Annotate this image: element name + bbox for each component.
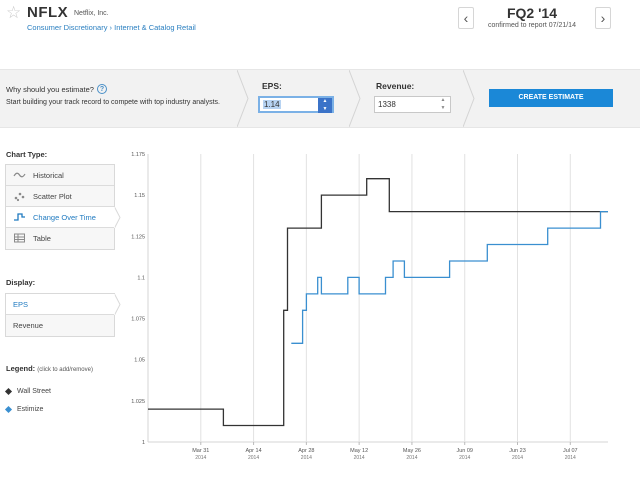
section-divider-chevron <box>349 70 361 127</box>
chart-type-change-over-time[interactable]: Change Over Time <box>6 206 121 229</box>
next-quarter-button[interactable]: › <box>595 7 611 29</box>
eps-stepper[interactable]: 1.14 ▲ ▼ <box>258 96 334 113</box>
chart-type-label-historical: Historical <box>33 170 64 180</box>
star-icon[interactable]: ☆ <box>6 3 22 22</box>
active-tab-notch <box>114 293 121 316</box>
quarter-title: FQ2 '14 <box>506 5 558 21</box>
section-divider-chevron <box>237 70 249 127</box>
chart-type-label-table: Table <box>33 234 51 243</box>
sector-breadcrumb[interactable]: Consumer Discretionary › Internet & Cata… <box>27 23 196 32</box>
why-estimate-title: Why should you estimate? <box>6 84 94 94</box>
y-tick-label: 1.125 <box>131 234 145 240</box>
x-tick-label: Jun 23 <box>509 448 526 454</box>
chart-type-menu: Historical Scatter Plot Change Over Time <box>5 164 121 250</box>
caret-down-icon[interactable]: ▼ <box>318 105 332 113</box>
chart-type-historical[interactable]: Historical <box>6 165 114 186</box>
step-line-icon <box>14 213 25 221</box>
ticker-symbol: NFLX <box>27 4 69 21</box>
chart-type-scatter[interactable]: Scatter Plot <box>6 186 114 207</box>
x-tick-year: 2014 <box>301 455 312 461</box>
legend-heading: Legend: (click to add/remove) <box>6 364 93 373</box>
legend-item-wall-street[interactable]: Wall Street <box>4 387 51 396</box>
table-icon <box>14 233 25 243</box>
chart-type-label-change: Change Over Time <box>33 212 96 222</box>
estimate-bar: Why should you estimate? ? Start buildin… <box>0 69 640 128</box>
display-eps[interactable]: EPS <box>6 293 121 316</box>
x-tick-label: May 26 <box>403 448 421 454</box>
legend-label-estimize: Estimize <box>17 406 44 413</box>
x-tick-label: Apr 28 <box>298 448 314 454</box>
diamond-icon <box>4 387 13 396</box>
legend-label-wall-street: Wall Street <box>17 388 51 395</box>
revenue-label: Revenue: <box>376 81 415 91</box>
section-divider-chevron <box>463 70 475 127</box>
y-tick-label: 1.1 <box>137 275 145 281</box>
x-tick-label: Jun 09 <box>456 448 473 454</box>
x-tick-year: 2014 <box>248 455 259 461</box>
x-tick-year: 2014 <box>406 455 417 461</box>
revenue-stepper[interactable]: 1338 ▲ ▼ <box>374 96 451 113</box>
revenue-stepper-arrows[interactable]: ▲ ▼ <box>436 97 450 112</box>
why-estimate-description: Start building your track record to comp… <box>6 99 220 106</box>
y-tick-label: 1.175 <box>131 152 145 158</box>
x-tick-label: Jul 07 <box>563 448 578 454</box>
x-tick-year: 2014 <box>195 455 206 461</box>
active-tab-notch <box>114 206 121 229</box>
why-estimate-heading: Why should you estimate? ? <box>6 84 107 94</box>
diamond-icon <box>4 405 13 414</box>
display-label: Display: <box>6 278 36 287</box>
x-tick-label: May 12 <box>350 448 368 454</box>
y-tick-label: 1.025 <box>131 399 145 405</box>
chevron-left-icon: ‹ <box>463 10 469 26</box>
chart-type-label: Chart Type: <box>6 150 48 159</box>
legend-label: Legend: <box>6 364 36 373</box>
x-tick-label: Apr 14 <box>245 448 261 454</box>
report-date: confirmed to report 07/21/14 <box>488 22 576 29</box>
create-estimate-button[interactable]: CREATE ESTIMATE <box>489 89 613 107</box>
display-label-revenue: Revenue <box>13 321 44 330</box>
wave-icon <box>13 172 26 178</box>
y-axis-ticks: 1 1.025 1.05 1.075 1.1 1.125 1.15 1.175 <box>131 152 145 446</box>
x-tick-year: 2014 <box>565 455 576 461</box>
help-icon[interactable]: ? <box>96 84 107 94</box>
series-line-estimize <box>291 210 608 344</box>
x-tick-label: Mar 31 <box>192 448 209 454</box>
caret-up-icon[interactable]: ▲ <box>318 98 332 106</box>
series-line-wall-street <box>148 178 608 427</box>
eps-input[interactable]: 1.14 <box>263 100 281 109</box>
display-menu: EPS Revenue <box>5 293 121 337</box>
previous-quarter-button[interactable]: ‹ <box>458 7 474 29</box>
caret-down-icon[interactable]: ▼ <box>440 104 446 111</box>
chevron-right-icon: › <box>600 10 606 26</box>
caret-up-icon[interactable]: ▲ <box>440 97 446 104</box>
x-tick-year: 2014 <box>354 455 365 461</box>
y-tick-label: 1.15 <box>134 193 145 199</box>
chart-grid <box>147 154 608 445</box>
y-tick-label: 1.075 <box>131 317 145 323</box>
revenue-input[interactable]: 1338 <box>378 100 396 109</box>
x-tick-year: 2014 <box>512 455 523 461</box>
x-tick-year: 2014 <box>459 455 470 461</box>
legend-hint: (click to add/remove) <box>37 367 93 373</box>
header: ☆ NFLX Netflix, Inc. Consumer Discretion… <box>0 0 640 58</box>
y-tick-label: 1.05 <box>134 358 145 364</box>
company-name: Netflix, Inc. <box>74 10 109 17</box>
chart-type-table[interactable]: Table <box>6 228 114 249</box>
eps-label: EPS: <box>262 81 282 91</box>
eps-stepper-arrows[interactable]: ▲ ▼ <box>318 98 332 113</box>
legend-item-estimize[interactable]: Estimize <box>4 405 44 414</box>
y-tick-label: 1 <box>142 440 145 446</box>
display-label-eps: EPS <box>13 299 29 309</box>
chart-series <box>148 178 608 427</box>
chart-type-label-scatter: Scatter Plot <box>33 191 72 201</box>
scatter-icon <box>14 192 25 202</box>
display-revenue[interactable]: Revenue <box>6 315 114 336</box>
